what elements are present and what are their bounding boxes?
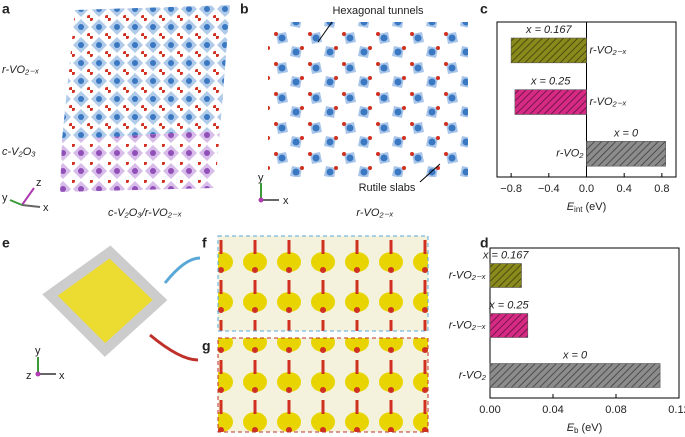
x-tick-label: 0.08 <box>605 404 626 416</box>
category-label: r-VO₂₋ₓ <box>449 319 486 331</box>
axis-letter: x <box>59 370 65 382</box>
caption: r-VO₂₋ₓ <box>356 207 393 219</box>
label-bg <box>352 180 422 196</box>
category-label: r-VO₂ <box>459 369 487 381</box>
structure-image <box>60 130 220 192</box>
bar <box>514 89 587 115</box>
annotation: Rutile slabs <box>359 182 416 194</box>
label-bg <box>326 2 430 20</box>
x-axis-label: Eb (eV) <box>567 422 603 435</box>
x-tick-label: 0.12 <box>668 404 685 416</box>
category-label: r-VO₂₋ₓ <box>590 44 627 56</box>
bar-annotation: x = 0.25 <box>530 76 571 88</box>
annotation: Hexagonal tunnels <box>332 5 424 17</box>
x-axis-label-unit: (eV) <box>586 201 607 213</box>
axes-icon <box>258 183 279 203</box>
panel-label: a <box>2 1 10 17</box>
axis-letter: y <box>2 192 8 204</box>
x-axis-label-sub: int <box>574 205 583 214</box>
category-label: r-VO₂₋ₓ <box>449 269 486 281</box>
x-axis-label-main: E <box>567 201 575 213</box>
panel-label: b <box>240 1 249 17</box>
panel-label: e <box>2 235 10 251</box>
layer-label: r-VO₂₋ₓ <box>2 64 39 76</box>
arrow <box>163 256 201 284</box>
bar <box>489 313 529 338</box>
axis-letter: z <box>26 370 32 382</box>
bar-annotation: x = 0.167 <box>525 24 572 36</box>
bar-annotation: x = 0 <box>562 349 588 361</box>
structure-image <box>268 22 468 177</box>
x-tick-label: 0.4 <box>617 183 632 195</box>
structure-image <box>217 337 429 433</box>
arrow <box>419 163 441 183</box>
panel-label: d <box>480 235 489 251</box>
bar <box>510 37 587 64</box>
axes-icon <box>35 357 56 377</box>
category-label: r-VO₂ <box>556 148 584 160</box>
x-axis-label: Eint (eV) <box>567 201 607 214</box>
x-tick-label: 0.0 <box>579 183 594 195</box>
x-axis-label-unit: (eV) <box>582 422 603 434</box>
structure-image <box>217 235 429 332</box>
x-tick-label: 0.8 <box>654 183 669 195</box>
category-label: r-VO₂₋ₓ <box>590 96 627 108</box>
bar <box>586 141 666 167</box>
layer-label: c-V₂O₃ <box>2 146 36 158</box>
axis-letter: y <box>258 172 264 184</box>
x-tick-label: −0.4 <box>538 183 560 195</box>
x-tick-label: 0.04 <box>542 404 563 416</box>
panel-label: g <box>202 338 211 354</box>
bar-annotation: x = 0 <box>613 127 639 139</box>
x-tick-label: 0.00 <box>479 404 500 416</box>
structure-image <box>62 5 230 140</box>
bar-annotation: x = 0.25 <box>488 299 529 311</box>
x-axis-label-main: E <box>567 422 575 434</box>
bar <box>489 263 522 288</box>
panel-label: f <box>202 235 207 251</box>
axis-letter: z <box>36 177 42 189</box>
axis-letter: x <box>283 195 289 207</box>
bar-annotation: x = 0.167 <box>482 249 529 261</box>
axes-icon <box>9 187 41 208</box>
structure-image <box>42 245 168 357</box>
bar <box>489 363 661 388</box>
axis-letter: x <box>43 202 49 214</box>
caption: c-V₂O₃/r-VO₂₋ₓ <box>108 207 182 219</box>
arrow <box>317 21 333 43</box>
axis-letter: y <box>35 345 41 357</box>
x-tick-label: −0.8 <box>500 183 522 195</box>
arrow <box>149 333 199 362</box>
x-axis-label-sub: b <box>574 426 579 435</box>
panel-label: c <box>480 1 488 17</box>
